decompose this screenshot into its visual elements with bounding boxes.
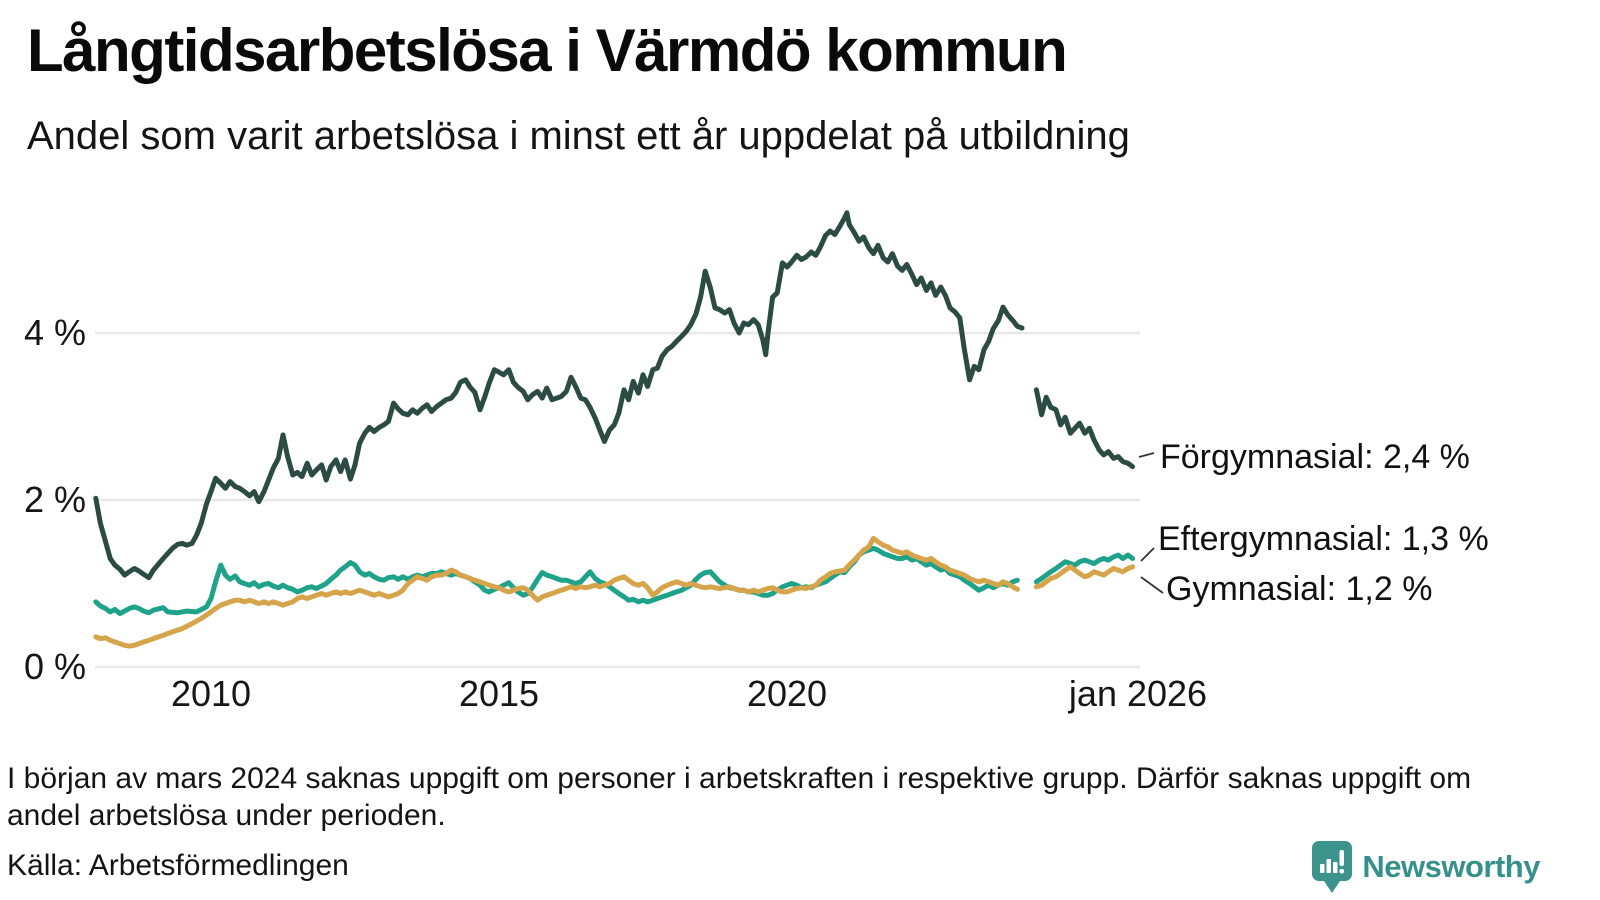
label-connector-eftergymnasial: [1140, 547, 1155, 562]
y-tick-0: 0 %: [24, 646, 86, 687]
series-label-forgymnasial: Förgymnasial: 2,4 %: [1160, 438, 1470, 476]
brand-badge: Newsworthy: [1312, 841, 1540, 893]
source-credit: Källa: Arbetsförmedlingen: [7, 849, 349, 882]
x-tick-jan-2026: jan 2026: [1068, 673, 1207, 714]
y-tick-4: 4 %: [24, 312, 86, 353]
x-tick-2015: 2015: [459, 673, 539, 714]
x-axis-labels: 2010 2015 2020 jan 2026: [171, 673, 1207, 714]
series-line-eftergymnasial: [93, 545, 1020, 617]
series-line-forgymnasial: [1033, 387, 1136, 470]
series-lines: [93, 210, 1136, 649]
x-tick-2020: 2020: [747, 673, 827, 714]
page-title: Långtidsarbetslösa i Värmdö kommun: [27, 17, 1068, 84]
gridlines: [95, 331, 1140, 669]
series-label-eftergymnasial: Eftergymnasial: 1,3 %: [1158, 520, 1489, 558]
label-connector-gymnasial: [1140, 576, 1164, 594]
series-line-gymnasial: [93, 535, 1020, 649]
x-tick-2010: 2010: [171, 673, 251, 714]
footnote: I början av mars 2024 saknas uppgift om …: [7, 762, 1472, 832]
newsworthy-logo-icon: [1312, 841, 1353, 893]
series-label-gymnasial: Gymnasial: 1,2 %: [1166, 570, 1432, 608]
page-subtitle: Andel som varit arbetslösa i minst ett å…: [27, 114, 1130, 158]
y-tick-2: 2 %: [24, 479, 86, 520]
label-connector-forgymnasial: [1138, 452, 1155, 458]
series-annotations: Förgymnasial: 2,4 % Eftergymnasial: 1,3 …: [1138, 438, 1489, 608]
series-line-gymnasial: [1033, 564, 1136, 590]
y-axis-labels: 4 % 2 % 0 %: [24, 312, 86, 687]
brand-name: Newsworthy: [1362, 849, 1540, 884]
series-line-forgymnasial: [93, 210, 1025, 581]
series-line-eftergymnasial: [1033, 552, 1136, 585]
